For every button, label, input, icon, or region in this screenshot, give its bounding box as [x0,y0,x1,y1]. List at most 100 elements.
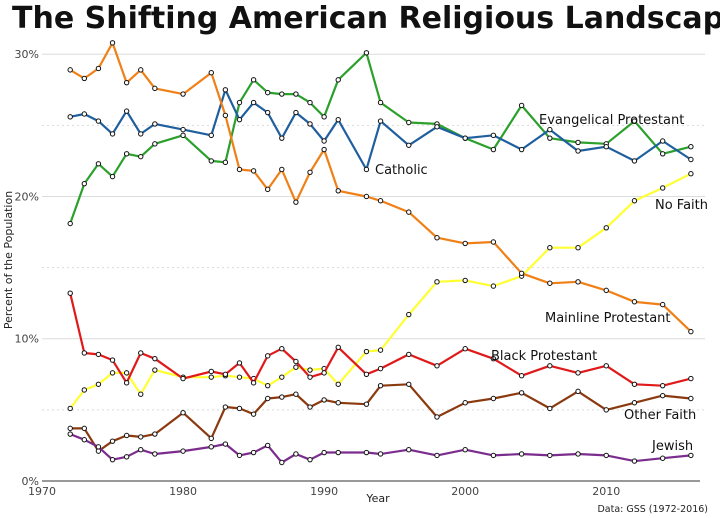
data-point-catholic [109,131,116,137]
label-catholic: Catholic [375,163,428,178]
data-point-mainline-protestant [575,279,581,285]
data-point-other-faith [67,425,73,432]
y-axis-ticks: 0% 10% 20% 30% [15,48,39,488]
label-no-faith: No Faith [655,198,708,213]
data-point-catholic [138,131,144,137]
data-point-catholic [95,118,102,124]
data-point-mainline-protestant [265,186,271,193]
data-point-jewish [659,455,666,461]
data-point-catholic [265,109,271,116]
x-tick-label: 1990 [310,485,338,498]
data-point-evangelical-protestant [659,151,666,157]
data-point-no-faith [307,367,313,373]
data-point-evangelical-protestant [152,141,158,147]
data-point-catholic [363,166,370,173]
data-point-catholic [688,156,694,163]
series-layer [67,40,694,466]
series-line-other-faith [70,383,692,453]
data-point-catholic [321,138,327,144]
data-point-evangelical-protestant [335,77,341,83]
data-point-jewish [688,452,694,459]
data-point-other-faith [406,381,412,387]
y-tick-label: 0% [22,475,39,488]
data-point-no-faith [631,198,638,204]
data-point-evangelical-protestant [490,146,497,153]
data-point-black-protestant [138,350,144,356]
data-point-black-protestant [152,355,158,362]
data-point-no-faith [293,364,299,370]
data-point-catholic [152,121,158,127]
data-point-no-faith [547,244,553,251]
data-point-evangelical-protestant [265,89,271,96]
data-point-evangelical-protestant [547,135,553,141]
data-point-no-faith [67,405,73,412]
y-tick-label: 30% [15,48,39,61]
data-point-no-faith [138,391,144,397]
data-point-jewish [81,437,88,443]
data-point-catholic [462,135,468,141]
x-axis-ticks: 1970 1980 1990 2000 2010 [28,485,620,498]
data-point-no-faith [265,382,271,389]
data-point-catholic [123,108,130,114]
data-point-other-faith [462,400,468,406]
data-point-no-faith [279,374,285,380]
data-point-mainline-protestant [236,166,243,173]
data-point-catholic [236,116,243,123]
data-point-black-protestant [250,380,257,386]
data-point-black-protestant [490,355,497,362]
data-point-evangelical-protestant [377,99,384,106]
data-point-other-faith [377,382,384,389]
data-point-other-faith [547,405,553,412]
data-point-evangelical-protestant [222,159,229,166]
data-point-catholic [67,114,73,120]
data-point-black-protestant [265,353,271,359]
label-evangelical-protestant: Evangelical Protestant [539,113,684,128]
data-point-black-protestant [123,380,130,386]
data-point-no-faith [490,283,497,289]
series-line-evangelical-protestant [69,51,692,224]
data-point-other-faith [109,438,116,444]
data-point-mainline-protestant [688,328,694,335]
data-point-catholic [434,124,440,130]
data-point-mainline-protestant [222,112,229,119]
data-point-black-protestant [659,382,666,389]
data-point-mainline-protestant [152,85,158,92]
data-point-catholic [377,118,384,124]
data-point-other-faith [659,392,666,399]
data-point-other-faith [575,388,581,395]
data-point-other-faith [250,411,257,417]
data-point-catholic [603,143,609,150]
data-point-catholic [250,99,257,106]
data-point-catholic [335,116,341,123]
data-point-no-faith [406,311,412,318]
data-point-evangelical-protestant [236,99,243,106]
data-point-black-protestant [603,363,609,369]
x-axis-label: Year [365,492,390,505]
data-point-mainline-protestant [547,280,553,286]
data-point-mainline-protestant [293,199,299,205]
data-point-black-protestant [434,363,440,369]
data-point-black-protestant [631,381,638,387]
series-line-jewish [69,433,692,464]
data-point-no-faith [236,374,243,380]
data-point-other-faith [307,404,313,410]
data-point-jewish [293,451,299,457]
data-point-no-faith [95,381,102,387]
data-point-black-protestant [67,290,73,296]
data-point-evangelical-protestant [321,114,327,120]
label-jewish: Jewish [651,439,693,454]
data-point-evangelical-protestant [250,77,257,83]
data-point-no-faith [377,347,384,353]
data-point-mainline-protestant [250,168,257,174]
data-point-other-faith [631,400,638,406]
y-axis-label: Percent of the Population [2,191,15,329]
series-line-mainline-protestant [69,41,692,333]
data-point-no-faith [81,387,88,393]
x-tick-label: 1970 [28,485,56,498]
data-point-jewish [490,452,497,459]
data-point-mainline-protestant [123,79,130,86]
data-point-black-protestant [293,358,299,365]
data-point-other-faith [603,407,609,413]
data-point-jewish [109,456,116,463]
series-line-no-faith [69,172,692,410]
